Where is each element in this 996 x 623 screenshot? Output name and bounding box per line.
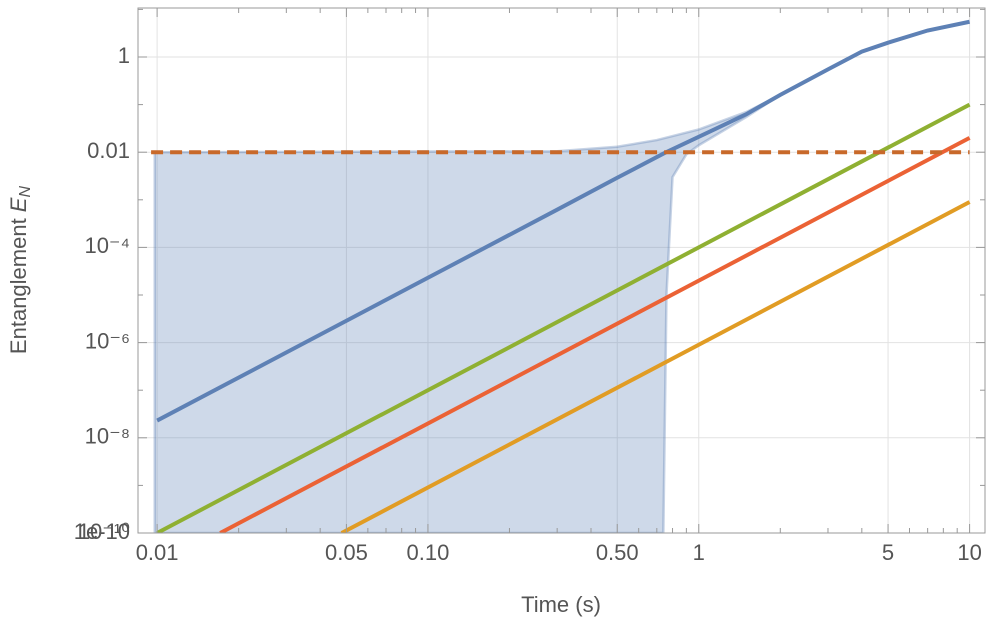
y-label-text: Entanglement [6, 212, 31, 354]
y-tick-label: 10⁻¹⁰ [78, 519, 130, 544]
x-tick-label: 1 [693, 540, 705, 565]
y-tick-label: 1 [118, 43, 130, 68]
y-tick-label: 10⁻⁶ [85, 328, 130, 353]
y-label-symbol: E [6, 197, 31, 212]
uncertainty-band [153, 93, 781, 533]
x-tick-label: 0.50 [596, 540, 639, 565]
plot-area [151, 19, 971, 533]
frame [137, 7, 986, 534]
y-tick-label: 10⁻⁸ [85, 424, 130, 449]
x-tick-label: 5 [882, 540, 894, 565]
x-tick-label: 0.10 [407, 540, 450, 565]
y-label-subscript: N [17, 186, 34, 198]
series-line [156, 19, 970, 423]
y-tick-label: 0.01 [87, 138, 130, 163]
x-axis-label: Time (s) [521, 592, 601, 617]
y-tick-label: 1e-10 [74, 519, 130, 544]
series-line [340, 200, 971, 533]
y-tick-label: 10⁻⁴ [84, 233, 130, 258]
x-tick-label: 0.05 [325, 540, 368, 565]
y-axis-label: Entanglement EN [6, 186, 34, 355]
ticks: 0.01 0.05 0.10 0.50 1 5 101e-1010⁻¹⁰10⁻⁸10⁻⁶10… [74, 8, 985, 565]
x-tick-label: 10 [957, 540, 981, 565]
series-line [156, 102, 971, 533]
x-tick-label: 0.01 [136, 540, 179, 565]
series-line [219, 136, 971, 533]
